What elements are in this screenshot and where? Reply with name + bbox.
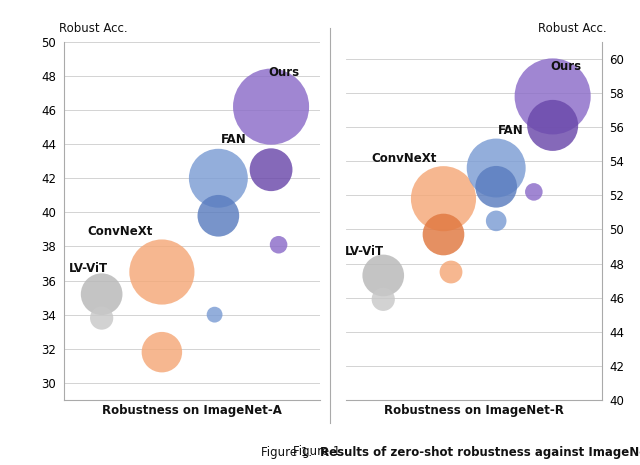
Text: FAN: FAN [221,133,246,146]
Point [548,93,558,100]
Point [97,291,107,298]
X-axis label: Robustness on ImageNet-R: Robustness on ImageNet-R [383,404,564,417]
Point [209,311,220,319]
Text: Robust Acc.: Robust Acc. [538,22,607,35]
Text: FAN: FAN [499,124,524,137]
Text: LV-ViT: LV-ViT [345,246,384,259]
Point [266,103,276,110]
Point [213,212,223,219]
Point [438,231,449,238]
Point [446,268,456,276]
Point [273,241,284,248]
Point [97,314,107,322]
Point [529,188,539,196]
X-axis label: Robustness on ImageNet-A: Robustness on ImageNet-A [102,404,282,417]
Point [378,296,388,303]
Text: Figure 1.: Figure 1. [292,445,348,458]
Text: Ours: Ours [269,66,300,80]
Point [378,272,388,279]
Point [157,268,167,276]
Text: Results of zero-shot robustness against ImageNet-: Results of zero-shot robustness against … [320,446,640,459]
Text: ConvNeXt: ConvNeXt [88,225,153,238]
Point [266,166,276,173]
Text: Ours: Ours [550,60,581,73]
Text: LV-ViT: LV-ViT [69,262,108,275]
Text: Figure 1.: Figure 1. [261,446,320,459]
Point [213,174,223,182]
Point [548,122,558,129]
Point [491,164,501,172]
Text: ConvNeXt: ConvNeXt [371,152,436,165]
Point [491,217,501,225]
Point [157,348,167,356]
Point [491,183,501,191]
Text: Robust Acc.: Robust Acc. [59,22,127,35]
Point [438,195,449,202]
Text: Figure 1. Results of zero-shot robustness against ImageNet-: Figure 1. Results of zero-shot robustnes… [143,445,497,458]
